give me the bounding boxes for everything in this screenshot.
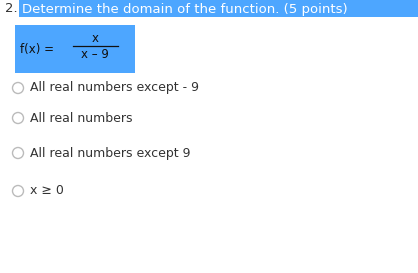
Text: All real numbers except 9: All real numbers except 9 [30, 147, 191, 159]
Text: f(x) =: f(x) = [20, 43, 54, 55]
FancyBboxPatch shape [19, 0, 418, 17]
Text: All real numbers: All real numbers [30, 111, 133, 124]
FancyBboxPatch shape [15, 25, 135, 73]
Text: x ≥ 0: x ≥ 0 [30, 185, 64, 197]
Text: 2.: 2. [5, 2, 18, 16]
Text: Determine the domain of the function. (5 points): Determine the domain of the function. (5… [22, 2, 348, 16]
Text: x – 9: x – 9 [81, 49, 109, 61]
Text: x: x [92, 31, 99, 44]
Text: All real numbers except - 9: All real numbers except - 9 [30, 82, 199, 94]
